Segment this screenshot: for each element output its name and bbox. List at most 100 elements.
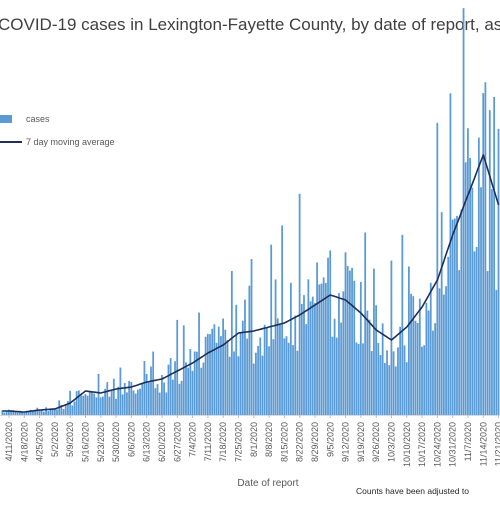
bar [130, 381, 133, 415]
bar [359, 281, 362, 415]
legend-swatch-cases [0, 115, 12, 123]
bar [379, 355, 382, 415]
bar [185, 362, 187, 415]
x-tick-label: 10/24/2020 [432, 422, 442, 467]
bar [49, 408, 52, 415]
legend-label-average: 7 day moving average [26, 137, 115, 147]
x-tick-label: 8/8/2020 [264, 422, 274, 457]
bar [318, 284, 321, 415]
bar [453, 218, 456, 415]
bar [335, 337, 338, 415]
bar [392, 351, 395, 415]
bar [82, 395, 85, 415]
bar [235, 304, 238, 415]
x-tick-label: 11/7/2020 [463, 422, 473, 461]
bar [77, 390, 80, 415]
x-tick-label: 5/23/2020 [96, 422, 106, 462]
x-tick-label: 6/13/2020 [142, 422, 152, 462]
x-tick-label: 10/31/2020 [448, 422, 458, 467]
x-tick-label: 7/25/2020 [234, 422, 244, 462]
bar [250, 259, 253, 415]
bar [418, 298, 421, 415]
x-tick-label: 7/4/2020 [188, 422, 198, 457]
bar [309, 301, 312, 415]
x-tick-label: 11/21/2020 [494, 422, 500, 466]
bar [493, 96, 496, 415]
bar [3, 412, 6, 415]
bar [34, 410, 37, 415]
bar [143, 360, 146, 415]
bar [480, 187, 482, 415]
bar [244, 299, 246, 415]
bar [56, 409, 58, 415]
bar [29, 409, 32, 415]
line-series-average [2, 154, 500, 413]
bar [388, 365, 391, 415]
x-tick-label: 8/22/2020 [295, 422, 305, 462]
bar [482, 93, 485, 415]
bar [348, 270, 351, 415]
bar [451, 219, 454, 415]
bar [281, 225, 284, 415]
bar [121, 394, 124, 415]
bar [198, 312, 200, 415]
bar [265, 327, 268, 415]
bar [405, 362, 408, 415]
bar [270, 244, 273, 415]
bar [64, 404, 67, 415]
bar [344, 252, 347, 415]
bar [204, 336, 207, 415]
bar [12, 410, 15, 415]
bar [449, 93, 452, 415]
bar [141, 384, 144, 415]
chart-title: COVID-19 cases in Lexington-Fayette Coun… [0, 15, 500, 34]
bar [333, 318, 336, 415]
bar [285, 336, 288, 415]
bar [110, 390, 113, 415]
bar [195, 351, 198, 415]
bar [193, 351, 196, 415]
bar [239, 332, 242, 415]
bar [211, 328, 214, 415]
bar [88, 391, 91, 415]
bar [163, 382, 165, 415]
bar [67, 401, 69, 415]
bar [429, 282, 432, 415]
bar [432, 330, 434, 415]
bar [156, 384, 159, 415]
bar [62, 409, 65, 415]
bar [106, 382, 109, 415]
bar [38, 410, 41, 415]
bar [386, 350, 388, 415]
bar [134, 393, 137, 415]
bar [128, 380, 131, 415]
bar [10, 411, 12, 415]
bar [434, 323, 437, 415]
x-tick-label: 5/16/2020 [81, 422, 91, 462]
bar [27, 411, 30, 415]
x-tick-label: 5/30/2020 [111, 422, 121, 462]
bar [248, 285, 251, 415]
bar [25, 411, 28, 415]
bar [259, 337, 262, 415]
bar [484, 82, 487, 416]
x-tick-label: 8/15/2020 [279, 422, 289, 462]
bar [158, 392, 161, 415]
bar [390, 260, 393, 415]
bar [132, 390, 135, 415]
bar [36, 407, 39, 415]
bar [491, 189, 493, 415]
bar [394, 366, 397, 415]
bar [268, 346, 270, 415]
bar [377, 342, 380, 415]
bar [187, 367, 190, 415]
bar [381, 323, 384, 415]
bar [279, 323, 281, 415]
bar [486, 271, 489, 415]
bar [440, 212, 443, 415]
bar [324, 282, 327, 415]
x-tick-label: 5/2/2020 [50, 422, 60, 457]
bar [357, 343, 360, 415]
bar [178, 383, 181, 415]
bar [147, 381, 150, 415]
